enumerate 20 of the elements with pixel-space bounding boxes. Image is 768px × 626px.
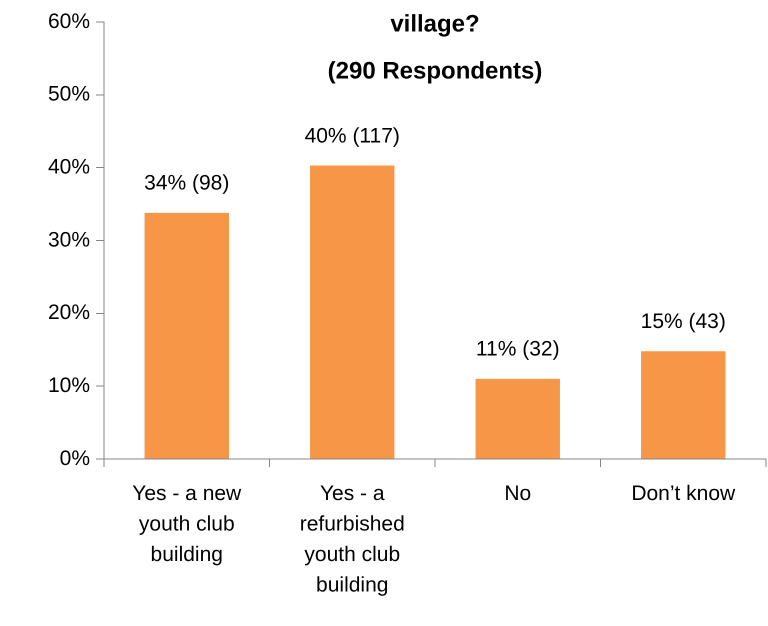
data-label: 40% (117) — [304, 124, 400, 148]
data-label: 11% (32) — [476, 338, 560, 361]
text: village? (290 Respondents) — [328, 10, 542, 85]
bar — [144, 212, 229, 458]
y-tick-label: 0% — [60, 446, 90, 470]
bar — [310, 165, 394, 458]
data-label: 34% (98) — [144, 172, 230, 195]
y-tick-label: 60% — [48, 10, 90, 33]
y-tick-label: 50% — [48, 82, 90, 106]
bar — [641, 351, 726, 458]
y-tick-label: 20% — [48, 301, 90, 324]
x-tick-label: Yes - a refurbished youth club building — [300, 482, 405, 596]
x-tick-label: Don’t know — [631, 482, 736, 506]
data-label: 15% (43) — [640, 310, 726, 334]
y-tick-label: 10% — [48, 374, 90, 397]
x-tick-label: No — [504, 482, 532, 506]
y-tick-label: 40% — [48, 155, 90, 178]
bar — [476, 378, 560, 458]
y-tick-label: 30% — [48, 228, 90, 252]
x-tick-label: Yes - a new youth club building — [132, 482, 242, 566]
